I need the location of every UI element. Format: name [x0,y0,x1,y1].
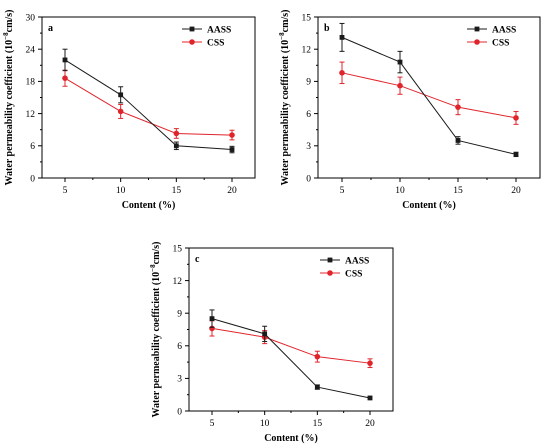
panel-letter: b [324,23,330,34]
y-axis-title: Water permeability coefficient (10−8cm/s… [278,10,291,186]
y-tick-label: 0 [30,174,35,184]
series-css [62,69,235,141]
data-point-circle [397,82,403,89]
legend-label: AASS [492,25,516,35]
data-point-circle [173,130,180,137]
x-tick-label: 5 [210,419,215,429]
legend-label: AASS [345,256,369,266]
y-tick-label: 6 [30,142,35,152]
x-tick-label: 20 [227,186,237,196]
data-point-square [262,331,268,337]
legend-label: CSS [207,38,224,48]
x-axis-title: Content (%) [264,433,318,444]
data-point-square [397,59,403,65]
y-tick-label: 3 [177,375,182,385]
y-tick-label: 15 [302,13,312,23]
y-axis-title: Water permeability coefficient (10−8cm/s… [149,242,162,418]
data-point-circle [314,353,321,360]
legend-label: CSS [345,269,362,279]
series-aass [339,22,519,158]
data-point-square [513,151,519,157]
y-tick-label: 6 [177,342,182,352]
y-tick-label: 24 [26,46,36,56]
data-point-square [455,138,461,143]
legend-marker [474,26,480,32]
y-tick-label: 0 [306,174,311,184]
legend-label: CSS [492,38,509,48]
legend-label: AASS [207,25,231,35]
y-tick-label: 12 [26,110,36,120]
y-tick-label: 3 [306,142,311,152]
legend-item-aass: AASS [320,256,369,266]
data-point-circle [229,132,235,138]
legend-marker [327,270,333,276]
series-line-aass [341,36,517,155]
panel-letter: c [195,254,200,265]
y-tick-label: 12 [302,46,312,56]
x-tick-label: 20 [365,419,375,429]
data-point-square [209,316,215,322]
series-line-aass [211,318,371,399]
x-axis-title: Content (%) [402,200,456,211]
x-tick-label: 15 [313,419,323,429]
chart-panel-b: 0 3 6 9 12 15 5 10 15 20 Content (%) Water permeabi… [278,10,541,211]
data-point-square [173,143,179,149]
legend-marker [189,39,195,45]
series-line-css [341,72,517,119]
y-tick-label: 30 [26,13,36,23]
y-axis-title: Water permeability coefficient (10−8cm/s… [2,10,15,186]
data-point-circle [455,104,461,110]
x-tick-label: 5 [63,186,68,196]
x-tick-label: 15 [172,186,182,196]
series-line-css [64,77,233,136]
series-line-aass [64,59,233,151]
data-point-circle [367,360,373,366]
series-line-css [211,327,371,364]
x-tick-label: 5 [340,186,345,196]
data-point-square [118,92,124,98]
panel-letter: a [48,23,53,34]
series-aass [209,309,373,401]
series-css [339,61,519,125]
legend-marker [327,257,333,263]
chart-panel-a: 0 6 12 18 24 30 5 10 15 20 Content (%) Water permea… [2,10,256,211]
y-tick-label: 18 [26,78,36,88]
x-axis-title: Content (%) [122,200,176,211]
y-tick-label: 15 [173,244,183,254]
y-tick-label: 12 [173,277,183,287]
legend-item-css: CSS [182,38,224,48]
data-point-square [314,384,320,390]
chart-panel-c: 0 3 6 9 12 15 5 10 15 20 Content (%) Water permeabi… [149,242,394,444]
x-tick-label: 15 [453,186,463,196]
x-tick-label: 10 [260,419,270,429]
data-point-square [62,57,68,63]
data-point-circle [513,115,519,121]
legend-marker [474,39,480,45]
y-tick-label: 9 [306,78,311,88]
data-point-circle [117,108,124,115]
legend-item-aass: AASS [182,25,231,35]
y-tick-label: 6 [306,110,311,120]
data-point-square [367,395,373,401]
legend-marker [189,26,195,32]
x-tick-label: 10 [395,186,405,196]
data-point-square [339,34,345,40]
series-aass [62,48,235,154]
data-point-circle [339,70,345,76]
y-tick-label: 9 [177,310,182,320]
data-point-square [229,147,235,152]
legend-item-css: CSS [467,38,509,48]
legend-item-aass: AASS [467,25,516,35]
legend-item-css: CSS [320,269,362,279]
y-tick-label: 0 [177,407,182,417]
x-tick-label: 20 [511,186,521,196]
x-tick-label: 10 [116,186,126,196]
data-point-circle [62,75,68,81]
